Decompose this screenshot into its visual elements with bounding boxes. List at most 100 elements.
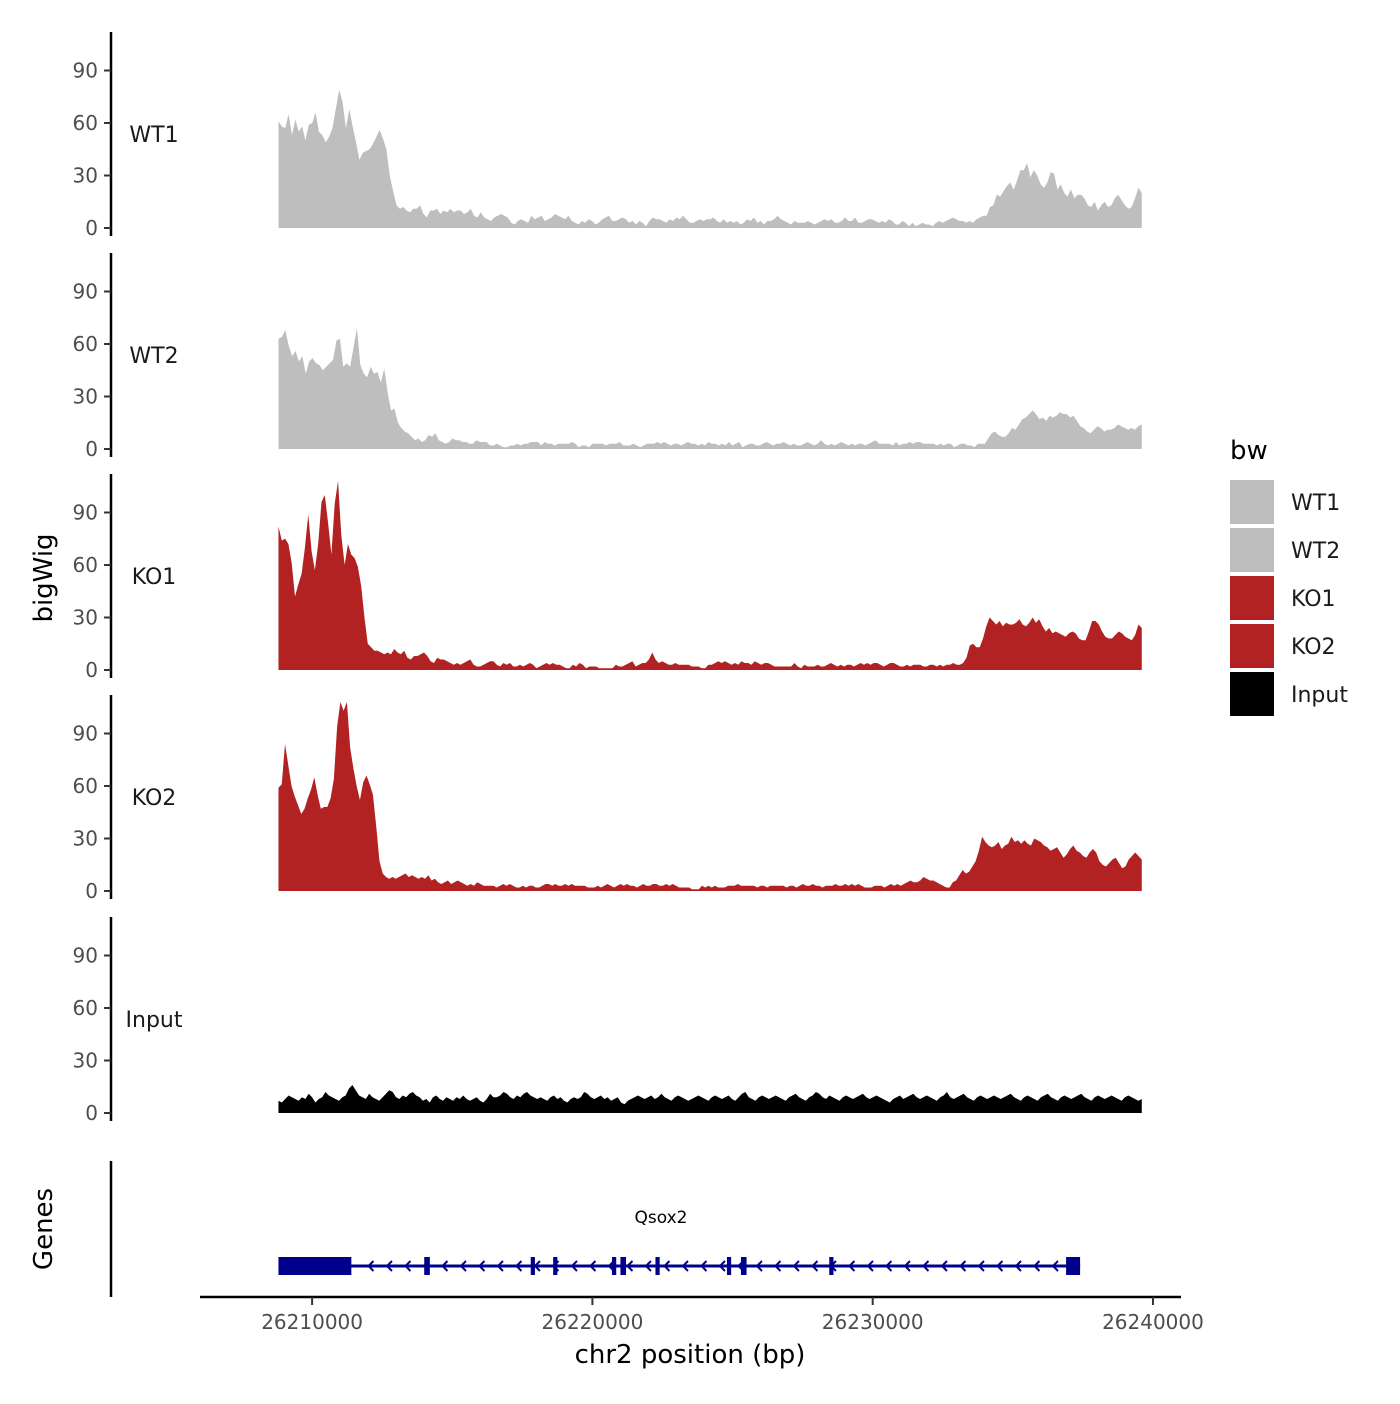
strand-arrow <box>922 1260 930 1272</box>
track-ko2: 0 30 60 90 KO2 <box>73 695 1142 903</box>
y-tick-label-wt1-60: 60 <box>73 111 98 135</box>
y-tick-label-ko2-90: 90 <box>73 722 98 746</box>
genes-track-group <box>109 1161 1081 1297</box>
gene-exon-4 <box>612 1257 617 1275</box>
strand-arrow <box>1033 1260 1041 1272</box>
y-tick-label-ko1-0: 0 <box>85 658 98 682</box>
legend-swatch-wt1 <box>1230 480 1274 524</box>
strand-arrow <box>959 1260 967 1272</box>
gene-exon-10 <box>1066 1257 1081 1275</box>
gene-name-label: Qsox2 <box>635 1208 688 1228</box>
y-tick-label-input-90: 90 <box>73 944 98 968</box>
y-tick-label-ko1-60: 60 <box>73 553 98 577</box>
y-tick-label-wt1-0: 0 <box>85 216 98 240</box>
x-tick-label-0: 26210000 <box>261 1310 363 1334</box>
y-tick-label-ko2-60: 60 <box>73 774 98 798</box>
legend-swatch-input <box>1230 672 1274 716</box>
track-wt2: 0 30 60 90 WT2 <box>73 253 1142 461</box>
strand-arrow <box>996 1260 1004 1272</box>
gene-exon-1 <box>424 1257 430 1275</box>
strand-arrow <box>811 1260 819 1272</box>
strand-arrow <box>866 1260 874 1272</box>
strand-arrow <box>663 1260 671 1272</box>
x-tick-label-1: 26220000 <box>542 1310 644 1334</box>
track-label-ko2: KO2 <box>132 786 177 811</box>
strand-arrow <box>755 1260 763 1272</box>
strand-arrow <box>1051 1260 1059 1272</box>
strand-arrow <box>533 1260 541 1272</box>
strand-arrow <box>644 1260 652 1272</box>
legend-swatch-ko2 <box>1230 624 1274 668</box>
strand-arrow <box>848 1260 856 1272</box>
gene-exon-8 <box>740 1257 747 1275</box>
legend-label-ko1: KO1 <box>1291 587 1336 612</box>
y-tick-label-input-30: 30 <box>73 1049 98 1073</box>
y-tick-label-ko2-30: 30 <box>73 827 98 851</box>
strand-arrow <box>404 1260 412 1272</box>
legend-group: WT1 WT2 KO1 KO2 Input <box>1230 480 1348 716</box>
strand-arrow <box>367 1260 375 1272</box>
strand-arrow <box>441 1260 449 1272</box>
strand-arrow <box>718 1260 726 1272</box>
strand-arrow <box>570 1260 578 1272</box>
strand-arrow <box>1014 1260 1022 1272</box>
gene-exon-0 <box>278 1257 352 1275</box>
legend-title: bw <box>1230 436 1268 466</box>
strand-arrow <box>589 1260 597 1272</box>
strand-arrow <box>607 1260 615 1272</box>
strand-arrow <box>422 1260 430 1272</box>
strand-arrow <box>700 1260 708 1272</box>
gene-exon-2 <box>530 1257 535 1275</box>
y-tick-label-ko1-30: 30 <box>73 606 98 630</box>
x-axis-title: chr2 position (bp) <box>575 1340 806 1370</box>
y-tick-label-input-0: 0 <box>85 1101 98 1125</box>
y-tick-label-wt2-0: 0 <box>85 437 98 461</box>
area-ko2 <box>278 702 1142 891</box>
gene-exon-7 <box>726 1257 732 1275</box>
strand-arrow <box>459 1260 467 1272</box>
track-label-ko1: KO1 <box>132 565 177 590</box>
legend-label-wt1: WT1 <box>1291 491 1340 516</box>
legend-swatch-ko1 <box>1230 576 1274 620</box>
genes-track-label: Genes <box>29 1188 59 1270</box>
y-tick-label-ko1-90: 90 <box>73 501 98 525</box>
track-label-wt1: WT1 <box>129 123 178 148</box>
track-ko1: 0 30 60 90 KO1 <box>73 474 1142 682</box>
gene-exon-3 <box>553 1257 558 1275</box>
strand-arrow <box>681 1260 689 1272</box>
gene-exon-5 <box>620 1257 627 1275</box>
strand-arrow <box>903 1260 911 1272</box>
strand-arrow <box>885 1260 893 1272</box>
track-wt1: 0 30 60 90 WT1 <box>73 32 1142 240</box>
strand-arrow <box>496 1260 504 1272</box>
area-ko1 <box>278 481 1142 670</box>
legend-label-ko2: KO2 <box>1291 635 1336 660</box>
tracks-group: 0 30 60 90 WT1 0 30 60 90 WT2 0 30 60 90 KO1 0 30 60 90 KO2… <box>73 32 1142 1125</box>
area-input <box>278 1085 1142 1113</box>
track-input: 0 30 60 90 Input <box>73 917 1142 1125</box>
y-tick-label-ko2-0: 0 <box>85 879 98 903</box>
strand-arrow <box>737 1260 745 1272</box>
y-tick-label-wt2-60: 60 <box>73 332 98 356</box>
area-wt2 <box>278 328 1142 449</box>
strand-arrow <box>829 1260 837 1272</box>
y-tick-label-wt2-30: 30 <box>73 385 98 409</box>
strand-arrow <box>515 1260 523 1272</box>
strand-arrow <box>552 1260 560 1272</box>
track-label-wt2: WT2 <box>129 344 178 369</box>
x-axis-group: 26210000 26220000 26230000 26240000 <box>200 1295 1204 1334</box>
strand-arrow <box>792 1260 800 1272</box>
strand-arrow <box>977 1260 985 1272</box>
y-tick-label-wt1-30: 30 <box>73 164 98 188</box>
gene-exon-6 <box>655 1257 660 1275</box>
y-tick-label-wt1-90: 90 <box>73 59 98 83</box>
x-tick-label-2: 26230000 <box>822 1310 924 1334</box>
y-tick-label-input-60: 60 <box>73 996 98 1020</box>
legend-label-wt2: WT2 <box>1291 539 1340 564</box>
area-wt1 <box>278 89 1142 228</box>
strand-arrow <box>774 1260 782 1272</box>
strand-arrow <box>478 1260 486 1272</box>
strand-arrow <box>940 1260 948 1272</box>
